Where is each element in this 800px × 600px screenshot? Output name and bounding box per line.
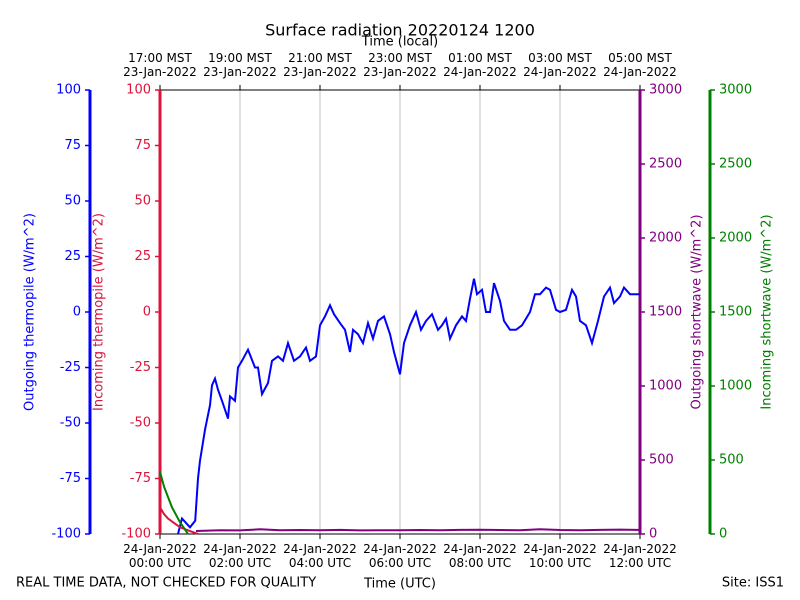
x-tick-label: 24-Jan-2022 06:00 UTC: [363, 542, 437, 570]
y-axis-title: Outgoing shortwave (W/m^2): [690, 214, 705, 409]
y-tick-label: 3000: [719, 83, 752, 98]
y-tick-label: -100: [121, 527, 151, 542]
x-top-tick-label: 23:00 MST 23-Jan-2022: [363, 51, 437, 79]
y-tick-label: 0: [73, 305, 81, 320]
y-tick-label: 1000: [649, 379, 682, 394]
y-tick-label: -50: [60, 416, 81, 431]
y-tick-label: 25: [64, 249, 81, 264]
footer-note: REAL TIME DATA, NOT CHECKED FOR QUALITY: [16, 576, 316, 591]
x-tick-label: 24-Jan-2022 04:00 UTC: [283, 542, 357, 570]
x-tick-label: 24-Jan-2022 00:00 UTC: [123, 542, 197, 570]
x-top-tick-label: 03:00 MST 24-Jan-2022: [523, 51, 597, 79]
site-label: Site: ISS1: [722, 576, 784, 591]
y-tick-label: 50: [134, 194, 151, 209]
x-tick-label: 24-Jan-2022 10:00 UTC: [523, 542, 597, 570]
x-top-tick-label: 19:00 MST 23-Jan-2022: [203, 51, 277, 79]
y-tick-label: -100: [51, 527, 81, 542]
y-tick-label: 1500: [649, 305, 682, 320]
y-tick-label: 2500: [719, 157, 752, 172]
x-axis-title: Time (UTC): [363, 577, 436, 592]
y-tick-label: -25: [60, 360, 81, 375]
series-line: [159, 471, 189, 535]
y-tick-label: 100: [126, 83, 151, 98]
y-tick-label: 0: [649, 527, 657, 542]
y-tick-label: 75: [134, 138, 151, 153]
y-axis-title: Outgoing thermopile (W/m^2): [23, 213, 38, 411]
y-tick-label: 1500: [719, 305, 752, 320]
y-tick-label: 500: [649, 453, 674, 468]
y-tick-label: 25: [134, 249, 151, 264]
y-axis-title: Incoming shortwave (W/m^2): [760, 214, 775, 409]
x-top-tick-label: 05:00 MST 24-Jan-2022: [603, 51, 677, 79]
y-tick-label: 50: [64, 194, 81, 209]
y-tick-label: 2500: [649, 157, 682, 172]
y-tick-label: -50: [130, 416, 151, 431]
x-tick-label: 24-Jan-2022 08:00 UTC: [443, 542, 517, 570]
y-axis-title: Incoming thermopile (W/m^2): [92, 213, 107, 411]
y-tick-label: 1000: [719, 379, 752, 394]
y-tick-label: 3000: [649, 83, 682, 98]
y-tick-label: 500: [719, 453, 744, 468]
chart-title: Surface radiation 20220124 1200: [265, 21, 535, 40]
series-line: [177, 278, 640, 535]
y-tick-label: -75: [130, 471, 151, 486]
top-axis-title: Time (local): [361, 35, 438, 50]
y-tick-label: 2000: [649, 231, 682, 246]
y-tick-label: 100: [56, 83, 81, 98]
y-tick-label: -75: [60, 471, 81, 486]
x-top-tick-label: 21:00 MST 23-Jan-2022: [283, 51, 357, 79]
x-tick-label: 24-Jan-2022 02:00 UTC: [203, 542, 277, 570]
series-line: [195, 528, 641, 532]
x-top-tick-label: 17:00 MST 23-Jan-2022: [123, 51, 197, 79]
series-line: [159, 506, 199, 535]
y-tick-label: -25: [130, 360, 151, 375]
y-tick-label: 0: [719, 527, 727, 542]
y-tick-label: 2000: [719, 231, 752, 246]
x-top-tick-label: 01:00 MST 24-Jan-2022: [443, 51, 517, 79]
y-tick-label: 0: [143, 305, 151, 320]
x-tick-label: 24-Jan-2022 12:00 UTC: [603, 542, 677, 570]
y-tick-label: 75: [64, 138, 81, 153]
